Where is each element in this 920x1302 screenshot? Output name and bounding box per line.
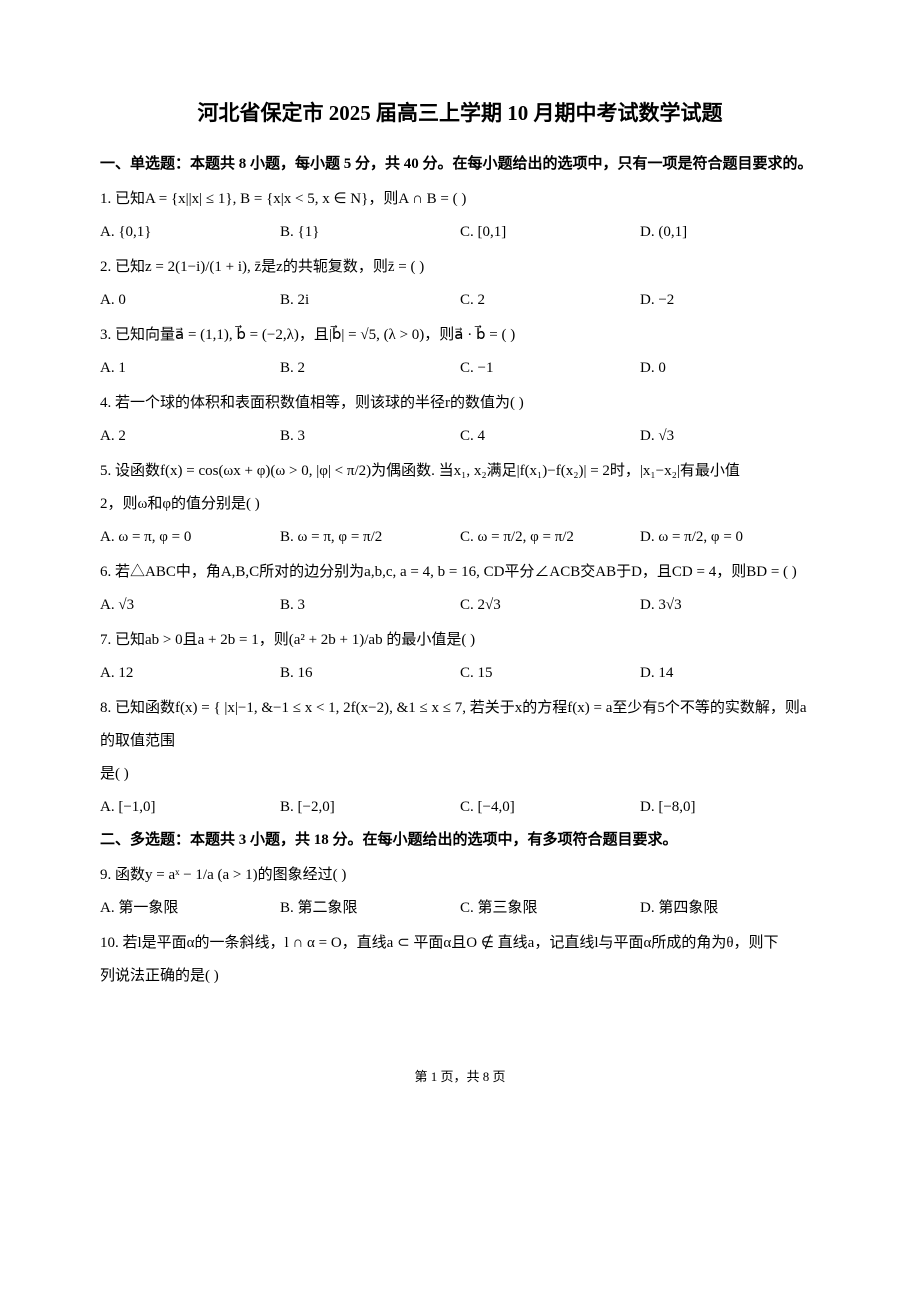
option-b: B. 第二象限 <box>280 892 460 925</box>
option-d: D. [−8,0] <box>640 791 820 824</box>
question-5-line2: 2，则ω和φ的值分别是( ) <box>100 488 820 521</box>
option-c: C. ω = π/2, φ = π/2 <box>460 521 640 554</box>
option-a: A. 1 <box>100 352 280 385</box>
option-d: D. −2 <box>640 284 820 317</box>
option-d: D. 第四象限 <box>640 892 820 925</box>
question-5: 5. 设函数f(x) = cos(ωx + φ)(ω > 0, |φ| < π/… <box>100 455 820 488</box>
option-c: C. [0,1] <box>460 216 640 249</box>
option-b: B. 3 <box>280 420 460 453</box>
option-b: B. [−2,0] <box>280 791 460 824</box>
question-6: 6. 若△ABC中，角A,B,C所对的边分别为a,b,c, a = 4, b =… <box>100 556 820 589</box>
option-d: D. (0,1] <box>640 216 820 249</box>
question-1: 1. 已知A = {x||x| ≤ 1}, B = {x|x < 5, x ∈ … <box>100 183 820 216</box>
question-2-options: A. 0 B. 2i C. 2 D. −2 <box>100 284 820 317</box>
option-b: B. ω = π, φ = π/2 <box>280 521 460 554</box>
question-8-line2: 是( ) <box>100 758 820 791</box>
option-c: C. −1 <box>460 352 640 385</box>
option-a: A. 12 <box>100 657 280 690</box>
option-b: B. 2i <box>280 284 460 317</box>
option-b: B. {1} <box>280 216 460 249</box>
question-6-options: A. √3 B. 3 C. 2√3 D. 3√3 <box>100 589 820 622</box>
question-7-options: A. 12 B. 16 C. 15 D. 14 <box>100 657 820 690</box>
question-8-options: A. [−1,0] B. [−2,0] C. [−4,0] D. [−8,0] <box>100 791 820 824</box>
section-2-heading: 二、多选题：本题共 3 小题，共 18 分。在每小题给出的选项中，有多项符合题目… <box>100 824 820 857</box>
option-d: D. 0 <box>640 352 820 385</box>
question-5-options: A. ω = π, φ = 0 B. ω = π, φ = π/2 C. ω =… <box>100 521 820 554</box>
section-1-heading: 一、单选题：本题共 8 小题，每小题 5 分，共 40 分。在每小题给出的选项中… <box>100 148 820 181</box>
option-a: A. 2 <box>100 420 280 453</box>
exam-title: 河北省保定市 2025 届高三上学期 10 月期中考试数学试题 <box>100 90 820 136</box>
option-a: A. {0,1} <box>100 216 280 249</box>
option-c: C. 4 <box>460 420 640 453</box>
question-4: 4. 若一个球的体积和表面积数值相等，则该球的半径r的数值为( ) <box>100 387 820 420</box>
option-c: C. [−4,0] <box>460 791 640 824</box>
option-d: D. ω = π/2, φ = 0 <box>640 521 820 554</box>
question-10: 10. 若l是平面α的一条斜线，l ∩ α = O，直线a ⊂ 平面α且O ∉ … <box>100 927 820 960</box>
option-c: C. 2 <box>460 284 640 317</box>
page-footer: 第 1 页，共 8 页 <box>100 1063 820 1092</box>
question-3-options: A. 1 B. 2 C. −1 D. 0 <box>100 352 820 385</box>
option-c: C. 15 <box>460 657 640 690</box>
option-a: A. 第一象限 <box>100 892 280 925</box>
question-9: 9. 函数y = aˣ − 1/a (a > 1)的图象经过( ) <box>100 859 820 892</box>
question-7: 7. 已知ab > 0且a + 2b = 1，则(a² + 2b + 1)/ab… <box>100 624 820 657</box>
option-b: B. 2 <box>280 352 460 385</box>
question-10-line2: 列说法正确的是( ) <box>100 960 820 993</box>
option-a: A. [−1,0] <box>100 791 280 824</box>
question-1-options: A. {0,1} B. {1} C. [0,1] D. (0,1] <box>100 216 820 249</box>
option-a: A. ω = π, φ = 0 <box>100 521 280 554</box>
option-c: C. 2√3 <box>460 589 640 622</box>
option-a: A. √3 <box>100 589 280 622</box>
question-8: 8. 已知函数f(x) = { |x|−1, &−1 ≤ x < 1, 2f(x… <box>100 692 820 758</box>
question-4-options: A. 2 B. 3 C. 4 D. √3 <box>100 420 820 453</box>
option-c: C. 第三象限 <box>460 892 640 925</box>
option-b: B. 16 <box>280 657 460 690</box>
option-d: D. 3√3 <box>640 589 820 622</box>
option-d: D. 14 <box>640 657 820 690</box>
option-b: B. 3 <box>280 589 460 622</box>
option-a: A. 0 <box>100 284 280 317</box>
option-d: D. √3 <box>640 420 820 453</box>
question-9-options: A. 第一象限 B. 第二象限 C. 第三象限 D. 第四象限 <box>100 892 820 925</box>
question-2: 2. 已知z = 2(1−i)/(1 + i), z̄是z的共轭复数，则z̄ =… <box>100 251 820 284</box>
question-3: 3. 已知向量a⃗ = (1,1), b⃗ = (−2,λ)，且|b⃗| = √… <box>100 319 820 352</box>
